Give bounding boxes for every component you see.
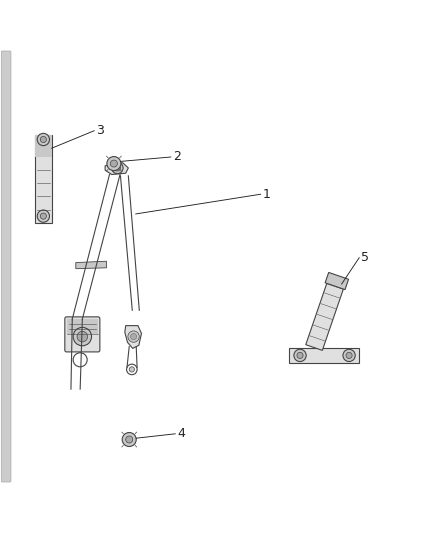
Text: 5: 5 — [361, 251, 369, 264]
Circle shape — [131, 334, 137, 340]
Text: 1: 1 — [263, 188, 271, 201]
FancyBboxPatch shape — [35, 135, 52, 223]
Circle shape — [294, 349, 306, 361]
Polygon shape — [105, 163, 128, 174]
Circle shape — [40, 136, 46, 142]
Circle shape — [343, 349, 355, 361]
FancyBboxPatch shape — [35, 135, 52, 157]
Circle shape — [112, 162, 123, 174]
Circle shape — [107, 157, 121, 171]
Polygon shape — [306, 284, 343, 350]
FancyBboxPatch shape — [1, 51, 11, 482]
Text: 2: 2 — [173, 150, 181, 164]
Circle shape — [122, 432, 136, 447]
Polygon shape — [76, 261, 106, 269]
Polygon shape — [289, 348, 359, 363]
Circle shape — [77, 332, 88, 342]
FancyBboxPatch shape — [65, 317, 100, 352]
Circle shape — [114, 165, 120, 171]
Circle shape — [129, 367, 134, 372]
Circle shape — [37, 133, 49, 146]
Circle shape — [73, 327, 92, 346]
FancyBboxPatch shape — [67, 319, 98, 334]
Text: 3: 3 — [96, 124, 104, 137]
Polygon shape — [325, 272, 349, 289]
Circle shape — [346, 352, 352, 359]
Circle shape — [40, 213, 46, 219]
Circle shape — [37, 210, 49, 222]
Circle shape — [110, 160, 117, 167]
Polygon shape — [125, 326, 141, 349]
Circle shape — [297, 352, 303, 359]
Circle shape — [126, 436, 133, 443]
Text: 4: 4 — [177, 427, 185, 440]
Circle shape — [128, 331, 139, 342]
